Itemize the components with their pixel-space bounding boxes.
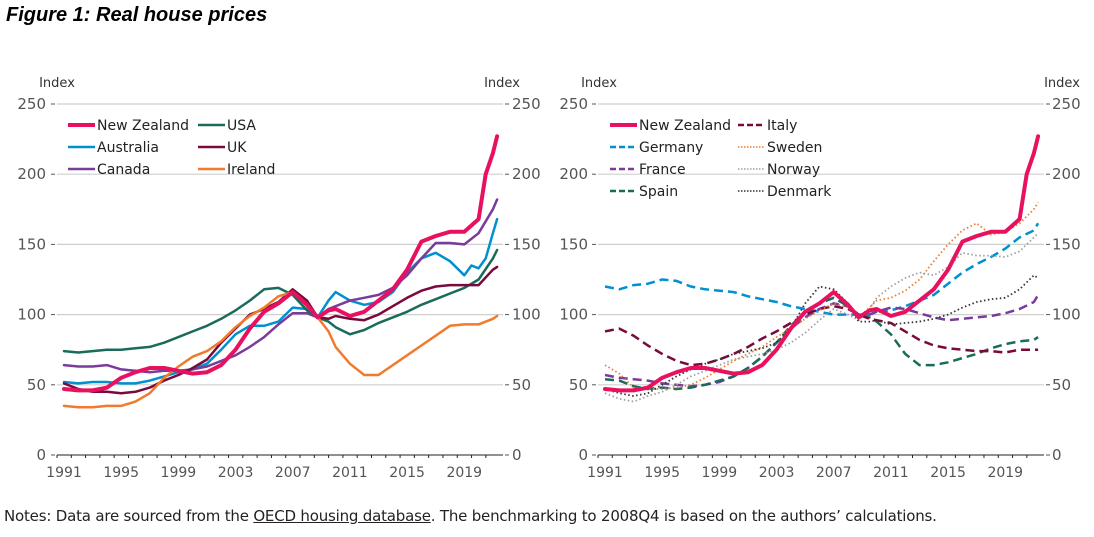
legend-label: Sweden [767, 140, 822, 156]
legend-label: Italy [767, 118, 797, 134]
x-tick-label: 2019 [987, 465, 1023, 481]
legend-label: USA [227, 118, 256, 134]
y-tick-label-left: 100 [17, 306, 46, 324]
y-axis-label-right: Index [484, 76, 520, 91]
y-tick-label-right: 150 [512, 235, 541, 253]
x-tick-label: 1991 [587, 465, 623, 481]
series-line-new-zealand [603, 134, 1041, 393]
x-tick-label: 2011 [873, 465, 909, 481]
chart-panel-2: Index Index 0 0 50 50 100 100 150 150 200 200 250 250… [559, 76, 1080, 481]
series-line-sweden [604, 201, 1039, 390]
legend-label: New Zealand [97, 118, 189, 134]
notes: Notes: Data are sourced from the OECD ho… [4, 507, 937, 525]
x-tick-label: 1999 [702, 465, 738, 481]
y-tick-label-left: 150 [559, 235, 588, 253]
notes-prefix: Notes: Data are sourced from the [4, 507, 254, 525]
y-tick-label-left: 200 [17, 165, 46, 183]
legend-label: Norway [767, 162, 820, 178]
x-tick-label: 2003 [218, 465, 254, 481]
x-tick-label: 2011 [332, 465, 368, 481]
y-tick-label-left: 150 [17, 235, 46, 253]
x-tick-label: 2003 [759, 465, 795, 481]
series-line-denmark [604, 274, 1039, 397]
oecd-database-link[interactable]: OECD housing database [253, 507, 431, 525]
y-tick-label-right: 200 [512, 165, 541, 183]
y-tick-label-left: 100 [559, 306, 588, 324]
legend: New Zealand Australia Canada USA UK Ireland [68, 118, 275, 178]
y-axis-label-left: Index [39, 76, 75, 91]
y-tick-label-left: 250 [559, 95, 588, 113]
x-tick-label: 2015 [389, 465, 425, 481]
legend-label: UK [227, 140, 247, 156]
y-tick-label-right: 250 [1052, 95, 1081, 113]
series-line-italy [604, 304, 1039, 367]
x-tick-label: 2019 [446, 465, 482, 481]
x-tick-label: 1999 [161, 465, 197, 481]
x-tick-label: 1991 [46, 465, 82, 481]
legend-label: New Zealand [639, 118, 731, 134]
legend-label: Australia [97, 140, 159, 156]
legend-label: France [639, 162, 686, 178]
y-tick-label-right: 100 [512, 306, 541, 324]
chart-panel-1: Index Index 0 0 50 50 100 100 150 150 200 200 250 250… [17, 76, 540, 481]
legend-label: Canada [97, 162, 150, 178]
y-tick-label-right: 0 [1052, 446, 1062, 464]
y-tick-label-right: 250 [512, 95, 541, 113]
series-line-uk [62, 265, 499, 395]
y-tick-label-right: 150 [1052, 235, 1081, 253]
y-tick-label-left: 0 [36, 446, 46, 464]
y-tick-label-left: 50 [569, 376, 588, 394]
x-tick-label: 2007 [275, 465, 311, 481]
y-tick-label-left: 50 [27, 376, 46, 394]
legend-label: Germany [639, 140, 703, 156]
y-tick-label-right: 0 [512, 446, 522, 464]
series-line-spain [604, 296, 1039, 391]
y-tick-label-left: 250 [17, 95, 46, 113]
series-line-usa [62, 248, 499, 354]
legend-label: Spain [639, 184, 678, 200]
series-line-france [604, 294, 1040, 388]
x-tick-label: 2015 [930, 465, 966, 481]
y-axis-label-right: Index [1044, 76, 1080, 91]
y-tick-label-left: 200 [559, 165, 588, 183]
legend-label: Ireland [227, 162, 275, 178]
series-line-germany [604, 222, 1040, 316]
y-tick-label-right: 50 [512, 376, 531, 394]
y-axis-label-left: Index [581, 76, 617, 91]
series-line-norway [604, 232, 1039, 403]
y-tick-label-right: 100 [1052, 306, 1081, 324]
x-tick-label: 1995 [103, 465, 139, 481]
y-tick-label-right: 200 [1052, 165, 1081, 183]
x-tick-label: 1995 [644, 465, 680, 481]
y-tick-label-left: 0 [578, 446, 588, 464]
figure-title: Figure 1: Real house prices [6, 4, 268, 26]
y-tick-label-right: 50 [1052, 376, 1071, 394]
series-line-new-zealand [62, 134, 500, 393]
x-tick-label: 2007 [816, 465, 852, 481]
series-line-canada [62, 198, 499, 374]
notes-suffix: . The benchmarking to 2008Q4 is based on… [430, 507, 937, 525]
legend-label: Denmark [767, 184, 832, 200]
legend: New Zealand Germany France Spain Italy Sweden… [610, 118, 832, 200]
